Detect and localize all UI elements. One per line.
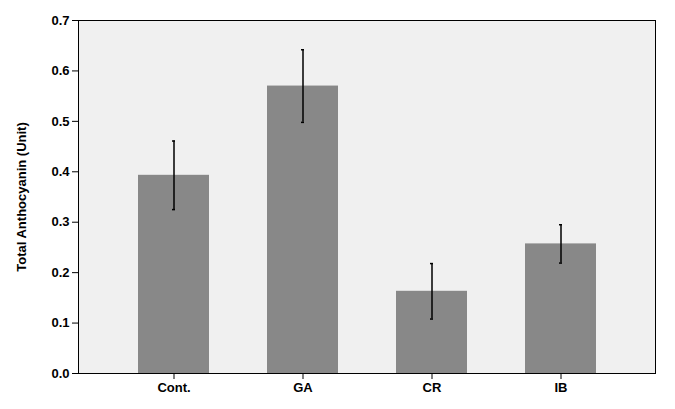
svg-text:Total Anthocyanin (Unit): Total Anthocyanin (Unit) bbox=[14, 122, 29, 271]
svg-text:GA: GA bbox=[293, 380, 313, 395]
svg-text:0.4: 0.4 bbox=[51, 164, 70, 179]
svg-text:0.5: 0.5 bbox=[51, 114, 69, 129]
svg-text:0.0: 0.0 bbox=[51, 366, 69, 381]
svg-text:0.6: 0.6 bbox=[51, 63, 69, 78]
svg-text:0.7: 0.7 bbox=[51, 13, 69, 28]
svg-text:0.2: 0.2 bbox=[51, 265, 69, 280]
svg-text:0.3: 0.3 bbox=[51, 214, 69, 229]
svg-text:CR: CR bbox=[423, 380, 442, 395]
svg-text:IB: IB bbox=[555, 380, 568, 395]
svg-text:0.1: 0.1 bbox=[51, 315, 69, 330]
svg-text:Cont.: Cont. bbox=[157, 380, 190, 395]
